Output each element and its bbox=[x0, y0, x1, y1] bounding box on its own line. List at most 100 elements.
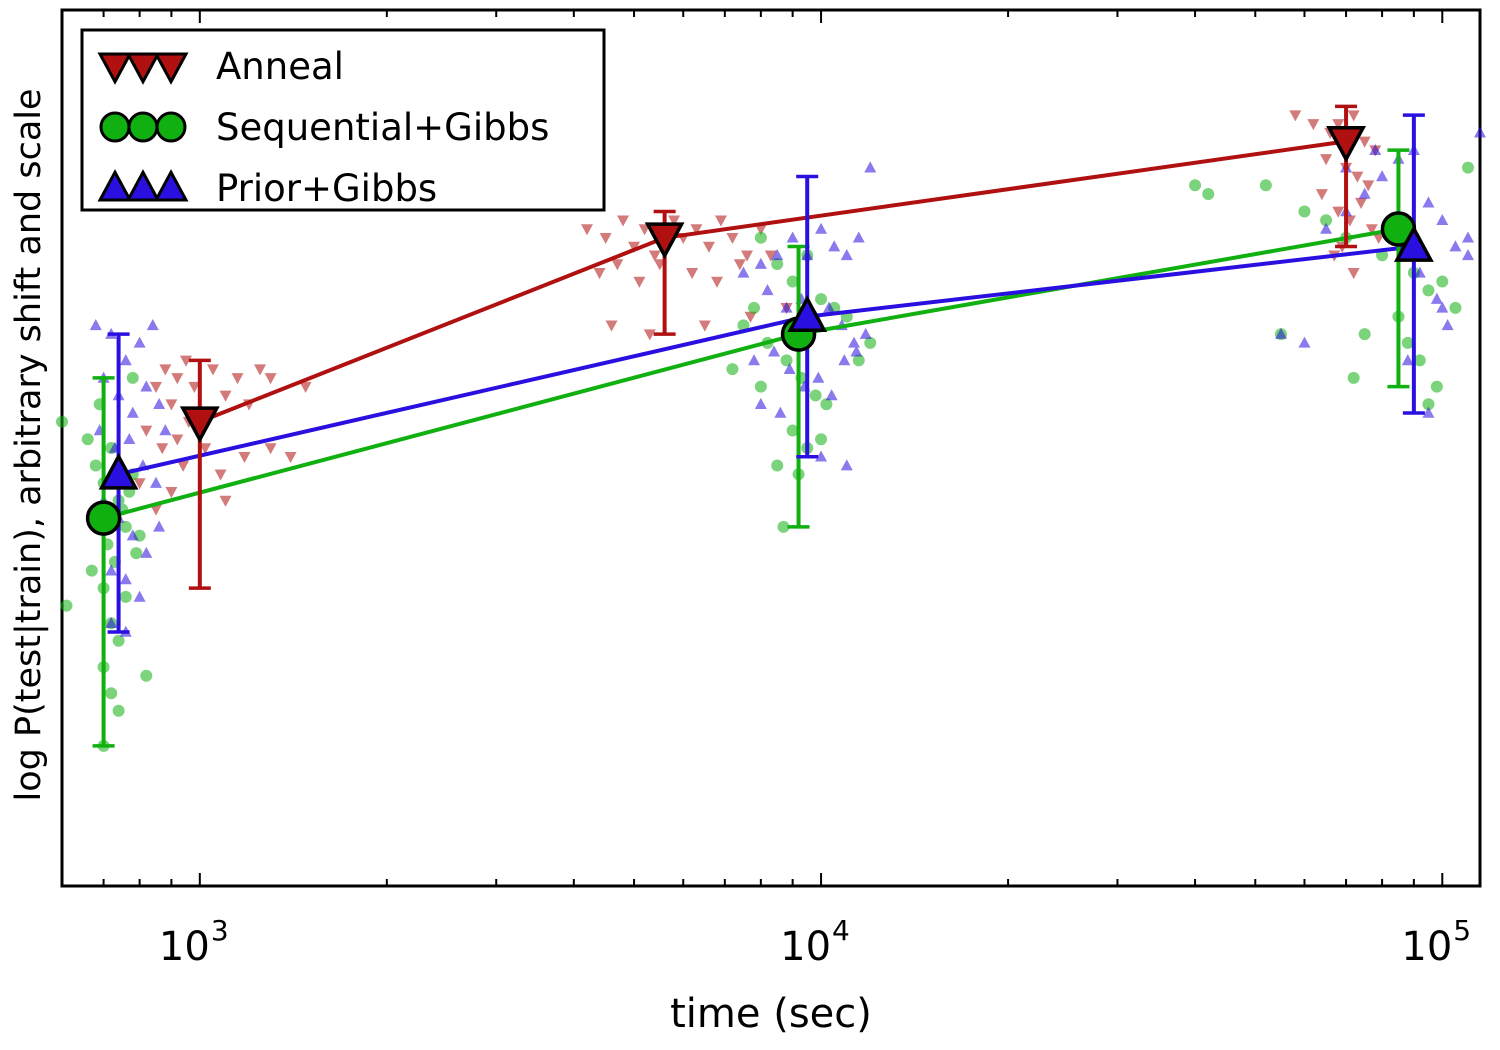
scatter-point bbox=[105, 616, 118, 628]
legend-marker bbox=[99, 111, 131, 143]
scatter-point bbox=[1462, 231, 1475, 243]
scatter-point bbox=[119, 354, 132, 366]
legend-marker bbox=[153, 52, 189, 85]
scatter-point bbox=[611, 259, 624, 271]
scatter-point bbox=[1413, 266, 1426, 278]
data-marks bbox=[56, 104, 1486, 752]
scatter-point bbox=[1298, 205, 1311, 218]
scatter-point bbox=[1372, 232, 1385, 245]
scatter-point bbox=[1422, 196, 1435, 208]
scatter-group-sequential-gibbs bbox=[56, 161, 1475, 752]
scatter-point bbox=[153, 397, 166, 409]
scatter-point bbox=[1189, 179, 1202, 192]
scatter-point bbox=[1422, 398, 1435, 411]
scatter-point bbox=[81, 433, 94, 446]
scatter-point bbox=[825, 389, 838, 401]
scatter-point bbox=[1358, 328, 1371, 341]
scatter-point bbox=[780, 301, 793, 313]
scatter-point bbox=[690, 224, 703, 236]
scatter-point bbox=[177, 460, 190, 472]
scatter-point bbox=[1347, 110, 1360, 122]
scatter-point bbox=[199, 443, 212, 455]
scatter-point bbox=[840, 248, 853, 261]
scatter-point bbox=[112, 634, 125, 647]
scatter-point bbox=[1347, 268, 1360, 280]
scatter-point bbox=[852, 354, 865, 367]
scatter-point bbox=[764, 250, 777, 262]
series-line bbox=[118, 244, 1415, 477]
scatter-point bbox=[1441, 319, 1454, 331]
x-tick-label-exponent: 3 bbox=[211, 914, 229, 947]
scatter-point bbox=[149, 381, 162, 393]
scatter-point bbox=[714, 215, 727, 227]
scatter-point bbox=[864, 336, 877, 349]
scatter-point bbox=[219, 390, 232, 402]
legend-marker bbox=[127, 111, 159, 143]
scatter-point bbox=[165, 487, 178, 499]
legend-marker bbox=[97, 169, 133, 202]
scatter-point bbox=[859, 327, 872, 339]
scatter-point bbox=[852, 231, 865, 243]
scatter-point bbox=[815, 433, 828, 446]
scatter-point bbox=[754, 397, 767, 409]
scatter-point bbox=[1351, 171, 1364, 183]
scatter-point bbox=[89, 459, 102, 472]
scatter-point bbox=[140, 425, 153, 437]
scatter-point bbox=[171, 434, 184, 446]
scatter-point bbox=[1202, 187, 1215, 200]
scatter-point bbox=[156, 443, 169, 455]
scatter-point bbox=[1449, 240, 1462, 252]
scatter-point bbox=[711, 276, 724, 288]
x-axis-ticks bbox=[61, 10, 1444, 886]
scatter-point bbox=[219, 495, 232, 507]
scatter-point bbox=[754, 257, 767, 269]
scatter-point bbox=[133, 590, 146, 602]
scatter-point bbox=[1332, 119, 1345, 131]
scatter-point bbox=[702, 241, 715, 253]
scatter-point bbox=[761, 284, 774, 296]
scatter-point bbox=[815, 450, 828, 462]
scatter-point bbox=[633, 276, 646, 288]
scatter-point bbox=[617, 215, 630, 227]
scatter-point bbox=[146, 319, 159, 331]
x-tick-label-base: 10 bbox=[159, 924, 210, 970]
scatter-point bbox=[780, 354, 793, 367]
scatter-point bbox=[179, 355, 192, 367]
x-tick-label-base: 10 bbox=[780, 924, 831, 970]
scatter-point bbox=[56, 415, 68, 428]
scatter-point bbox=[754, 380, 767, 393]
scatter-point bbox=[783, 362, 796, 374]
legend-marker bbox=[153, 169, 189, 202]
mean-marker bbox=[644, 222, 685, 260]
scatter-point bbox=[840, 459, 853, 471]
mean-marker bbox=[98, 452, 139, 490]
scatter-point bbox=[786, 275, 799, 288]
x-tick-label-exponent: 4 bbox=[832, 914, 850, 947]
scatter-point bbox=[119, 520, 132, 533]
scatter-point bbox=[628, 241, 641, 253]
legend-marker bbox=[125, 52, 161, 85]
scatter-point bbox=[206, 364, 219, 376]
scatter-point bbox=[264, 443, 277, 455]
scatter-point bbox=[1358, 136, 1371, 148]
scatter-point bbox=[1401, 354, 1414, 366]
scatter-point bbox=[159, 424, 172, 436]
scatter-point bbox=[1462, 161, 1475, 174]
scatter-point bbox=[119, 590, 132, 603]
scatter-point bbox=[581, 224, 594, 236]
scatter-point bbox=[238, 451, 251, 464]
scatter-point bbox=[1289, 110, 1302, 122]
scatter-point bbox=[171, 373, 184, 385]
scatter-point bbox=[864, 161, 877, 173]
scatter-point bbox=[726, 232, 739, 245]
scatter-point bbox=[754, 224, 767, 236]
scatter-point bbox=[648, 250, 661, 262]
scatter-point bbox=[774, 406, 787, 418]
scatter-point bbox=[1462, 248, 1475, 261]
scatter-point bbox=[1376, 170, 1389, 182]
scatter-point bbox=[1332, 206, 1345, 218]
scatter-point bbox=[105, 687, 118, 700]
mean-marker bbox=[85, 500, 122, 536]
scatter-point bbox=[130, 547, 143, 560]
